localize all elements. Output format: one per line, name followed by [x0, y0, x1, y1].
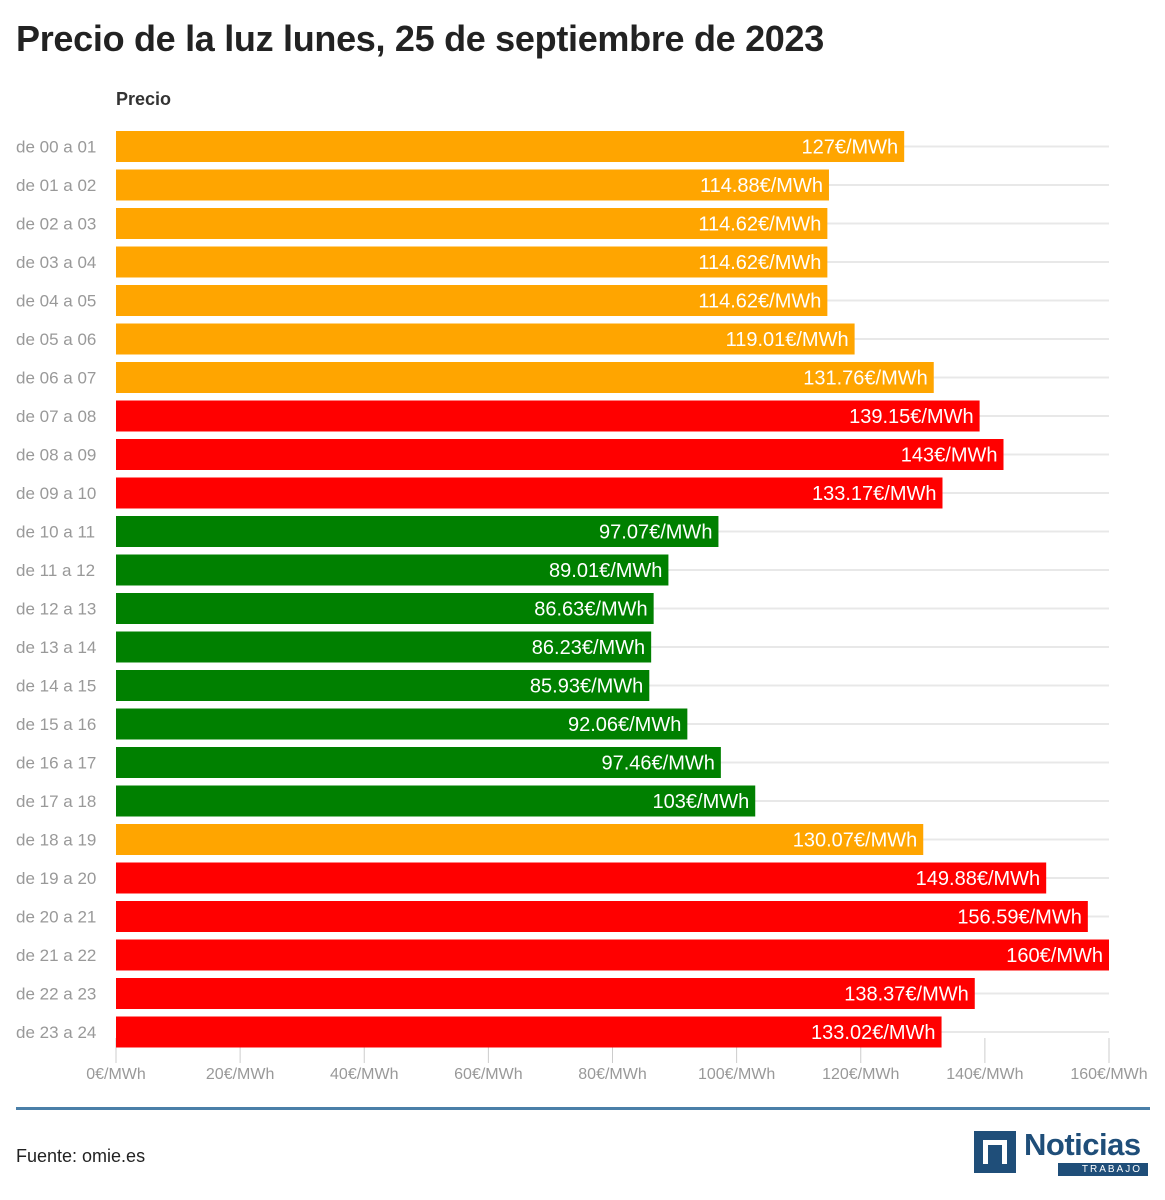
- category-label: de 00 a 01: [16, 138, 96, 157]
- category-label: de 13 a 14: [16, 638, 96, 657]
- bar: [116, 862, 1047, 894]
- bar: [116, 670, 650, 701]
- category-label: de 11 a 12: [16, 561, 95, 580]
- bar-value-label: 143€/MWh: [901, 445, 998, 467]
- category-label: de 04 a 05: [16, 292, 96, 311]
- bar: [116, 824, 924, 855]
- category-label: de 05 a 06: [16, 330, 96, 349]
- bar: [116, 439, 1004, 470]
- bar: [116, 477, 943, 509]
- category-label: de 02 a 03: [16, 215, 96, 234]
- bar: [116, 631, 652, 663]
- bar-value-label: 97.46€/MWh: [601, 753, 714, 775]
- category-label: de 23 a 24: [16, 1023, 96, 1042]
- bar: [116, 708, 688, 740]
- bar: [116, 208, 828, 239]
- bar: [116, 516, 719, 547]
- category-label: de 17 a 18: [16, 792, 96, 811]
- bar-value-label: 133.02€/MWh: [811, 1022, 936, 1044]
- bar: [116, 169, 829, 201]
- chart-title: Precio de la luz lunes, 25 de septiembre…: [16, 18, 824, 59]
- bar-value-label: 139.15€/MWh: [849, 406, 974, 428]
- source-note: Fuente: omie.es: [16, 1146, 146, 1166]
- bar-value-label: 149.88€/MWh: [916, 868, 1041, 890]
- category-label: de 07 a 08: [16, 407, 96, 426]
- logo-name: Noticias: [1024, 1127, 1141, 1162]
- footer-divider: [16, 1107, 1150, 1110]
- bar-value-label: 156.59€/MWh: [957, 907, 1082, 929]
- bar-value-label: 114.62€/MWh: [698, 252, 821, 274]
- category-label: de 21 a 22: [16, 946, 96, 965]
- x-tick-label: 140€/MWh: [946, 1066, 1023, 1083]
- bar: [116, 246, 828, 278]
- category-label: de 16 a 17: [16, 754, 96, 773]
- bar-value-label: 119.01€/MWh: [726, 329, 849, 351]
- x-tick-label: 120€/MWh: [822, 1066, 899, 1083]
- x-tick-label: 20€/MWh: [206, 1066, 274, 1083]
- bar-value-label: 86.63€/MWh: [534, 599, 647, 621]
- x-tick-label: 60€/MWh: [454, 1066, 522, 1083]
- x-tick-label: 100€/MWh: [698, 1066, 775, 1083]
- x-tick-label: 80€/MWh: [578, 1066, 646, 1083]
- category-label: de 10 a 11: [16, 523, 95, 542]
- bar-value-label: 114.88€/MWh: [700, 175, 823, 197]
- category-label: de 22 a 23: [16, 985, 96, 1004]
- bar-value-label: 103€/MWh: [653, 791, 750, 813]
- bar-value-label: 133.17€/MWh: [812, 483, 937, 505]
- bar: [116, 593, 654, 624]
- category-label: de 15 a 16: [16, 715, 96, 734]
- category-label: de 18 a 19: [16, 831, 96, 850]
- bar: [116, 362, 934, 393]
- bar: [116, 1016, 942, 1048]
- category-label: de 12 a 13: [16, 600, 96, 619]
- bar: [116, 400, 980, 432]
- bar: [116, 901, 1088, 932]
- x-tick-label: 160€/MWh: [1070, 1066, 1147, 1083]
- bar-value-label: 127€/MWh: [801, 137, 898, 159]
- bar-value-label: 89.01€/MWh: [549, 560, 662, 582]
- bar: [116, 785, 756, 817]
- bar: [116, 131, 905, 162]
- bar: [116, 285, 828, 316]
- bar-value-label: 114.62€/MWh: [698, 214, 821, 236]
- bar-value-label: 85.93€/MWh: [530, 676, 643, 698]
- noticias-trabajo-logo: Noticias TRABAJO: [974, 1127, 1150, 1177]
- category-label: de 14 a 15: [16, 677, 96, 696]
- category-label: de 20 a 21: [16, 908, 96, 927]
- bar-value-label: 138.37€/MWh: [844, 984, 969, 1006]
- x-tick-label: 40€/MWh: [330, 1066, 398, 1083]
- logo-subtitle: TRABAJO: [1058, 1163, 1148, 1176]
- category-label: de 03 a 04: [16, 253, 96, 272]
- bar: [116, 978, 975, 1009]
- bar-value-label: 160€/MWh: [1006, 945, 1103, 967]
- series-label: Precio: [116, 89, 172, 109]
- bar: [116, 323, 855, 355]
- bar: [116, 939, 1109, 971]
- bar-value-label: 131.76€/MWh: [803, 368, 928, 390]
- bar-value-label: 130.07€/MWh: [793, 830, 918, 852]
- category-label: de 06 a 07: [16, 369, 96, 388]
- logo-mark-icon: [974, 1131, 1016, 1173]
- bar-value-label: 114.62€/MWh: [698, 291, 821, 313]
- bar-value-label: 97.07€/MWh: [599, 522, 712, 544]
- bar: [116, 554, 669, 586]
- bar-value-label: 86.23€/MWh: [532, 637, 645, 659]
- bar: [116, 747, 721, 778]
- category-label: de 08 a 09: [16, 446, 96, 465]
- category-label: de 01 a 02: [16, 176, 96, 195]
- x-tick-label: 0€/MWh: [86, 1066, 146, 1083]
- bar-chart: 0€/MWh 20€/MWh 40€/MWh 60€/MWh 80€/MWh 100€/M…: [16, 131, 1148, 1083]
- bar-value-label: 92.06€/MWh: [568, 714, 681, 736]
- category-label: de 19 a 20: [16, 869, 96, 888]
- category-label: de 09 a 10: [16, 484, 96, 503]
